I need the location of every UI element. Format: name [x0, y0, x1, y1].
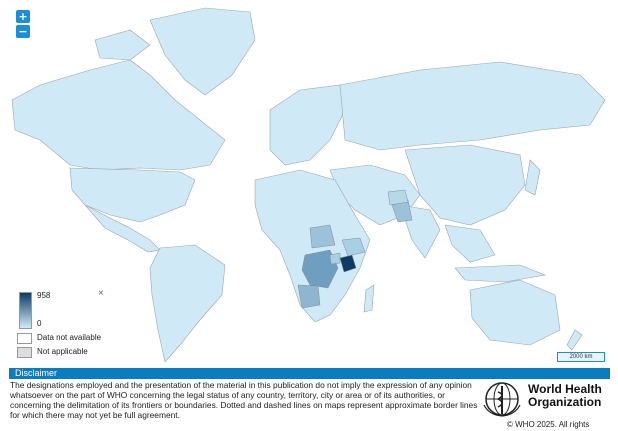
arctic-islands — [94, 29, 151, 61]
legend-max-value: 958 — [37, 291, 51, 300]
madagascar — [363, 284, 375, 313]
disclaimer-title: Disclaimer — [9, 368, 610, 379]
legend-min-value: 0 — [37, 319, 42, 328]
scale-bar: 2000 km — [557, 352, 605, 362]
indonesia — [454, 264, 547, 283]
world-map[interactable] — [0, 0, 618, 365]
angola — [297, 284, 321, 309]
ethiopia — [341, 237, 366, 257]
disclaimer-text: The designations employed and the presen… — [10, 380, 478, 420]
not-applicable-label: Not applicable — [37, 347, 88, 356]
who-name-line2: Organization — [528, 395, 602, 409]
no-data-swatch — [17, 333, 32, 344]
se-asia — [444, 224, 496, 263]
legend-color-scale — [19, 292, 32, 329]
australia — [469, 279, 561, 346]
russia — [339, 61, 606, 151]
china — [404, 144, 526, 226]
copyright-text: © WHO 2025. All rights — [507, 420, 590, 429]
afghanistan — [387, 189, 409, 206]
legend-close-icon[interactable]: × — [98, 288, 104, 299]
who-emblem-icon — [483, 382, 521, 417]
no-data-label: Data not available — [37, 333, 102, 342]
canada — [11, 59, 226, 171]
uganda — [329, 252, 341, 265]
south-america — [149, 244, 226, 363]
japan — [524, 159, 541, 196]
not-applicable-swatch — [17, 347, 32, 358]
europe — [269, 84, 346, 166]
dr-congo — [301, 249, 339, 289]
greenland — [149, 7, 256, 96]
new-zealand — [566, 329, 583, 351]
usa — [69, 167, 196, 223]
who-name-line1: World Health — [528, 382, 602, 396]
zoom-in-button[interactable]: + — [16, 10, 30, 23]
who-name: World Health Organization — [528, 383, 602, 409]
sudan — [309, 224, 336, 249]
zoom-out-button[interactable]: − — [16, 25, 30, 38]
